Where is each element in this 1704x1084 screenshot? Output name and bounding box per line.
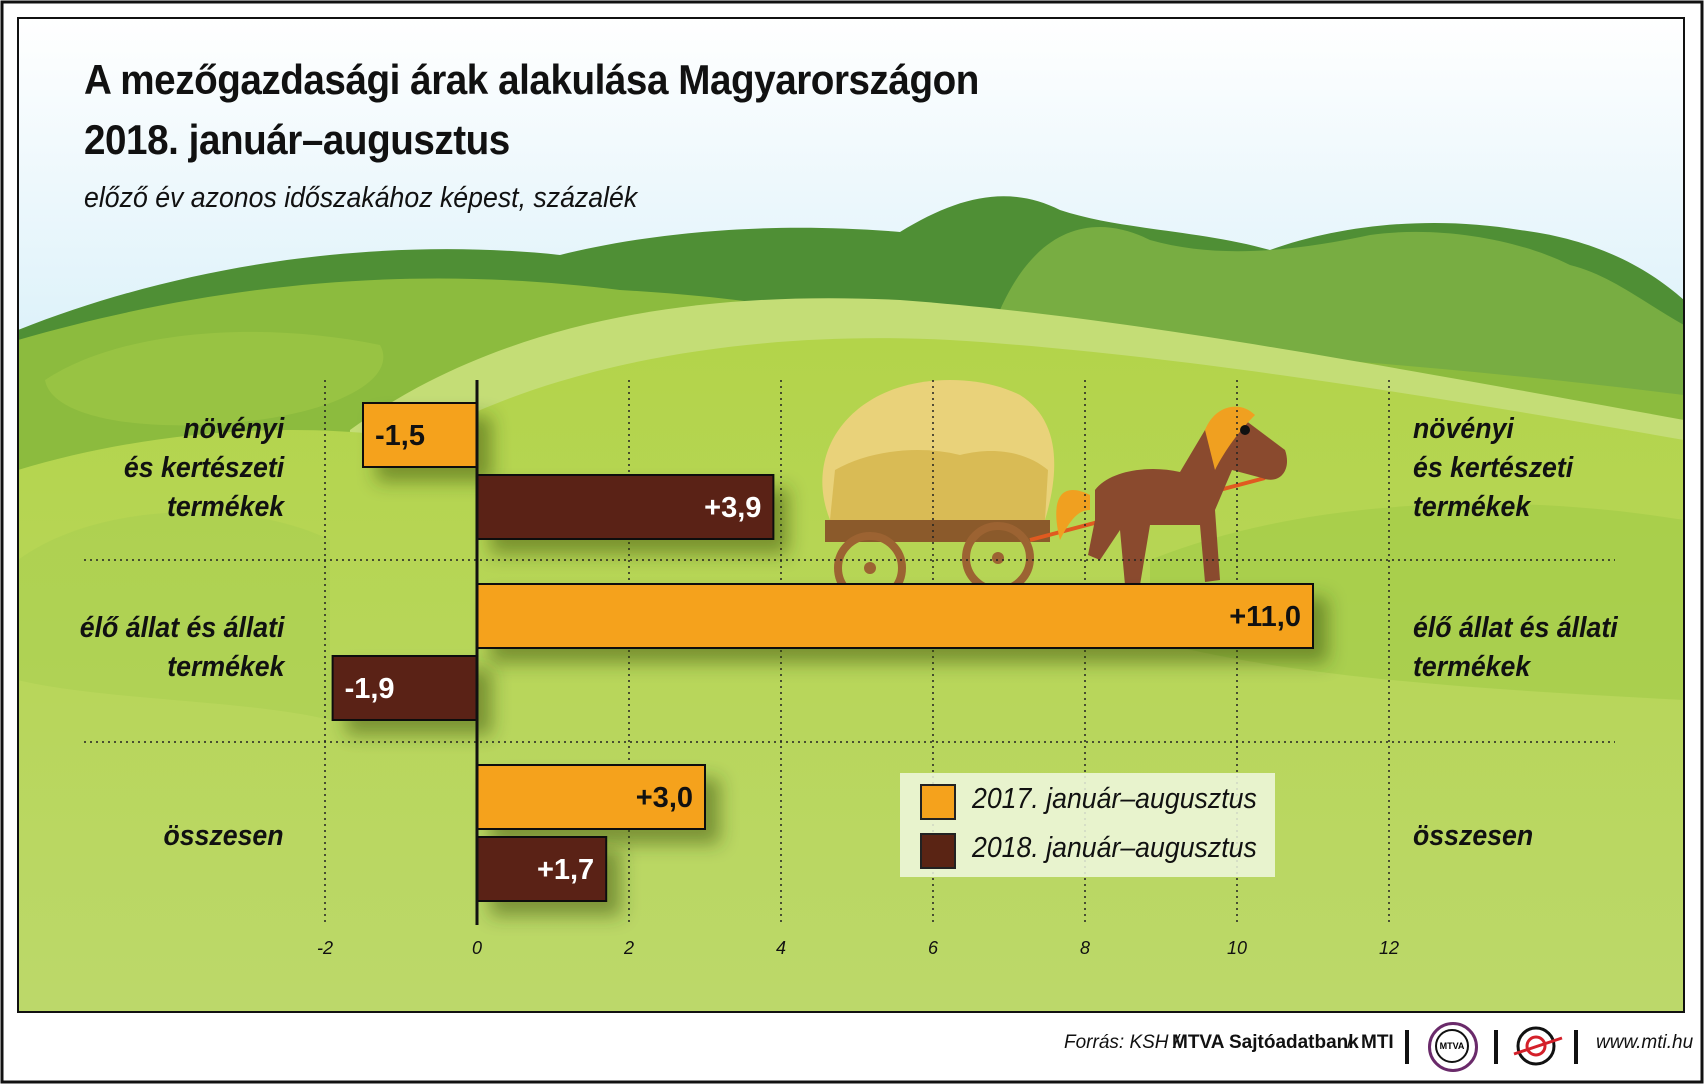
bar-value-labels: -1,5 +11,0 +3,0 +3,9 -1,9 +1,7: [345, 420, 1301, 886]
footer-divider: [1405, 1030, 1409, 1064]
x-tick-label: 10: [1227, 938, 1247, 958]
mtva-logo: MTVA: [1428, 1022, 1478, 1072]
category-label-left-crops: növényi és kertészeti termékek: [123, 413, 284, 523]
x-tick-label: 12: [1379, 938, 1399, 958]
x-tick-label: 4: [776, 938, 786, 958]
x-tick-label: -2: [317, 938, 333, 958]
mti-logo-icon: [1513, 1026, 1563, 1066]
x-tick-label: 0: [472, 938, 482, 958]
legend-label-2017: 2017. január–augusztus: [972, 783, 1257, 815]
footer-source-prefix: Forrás: KSH /: [1064, 1032, 1180, 1053]
x-axis-tick-labels: -2 0 2 4 6 8 10 12: [317, 938, 1399, 958]
bar-value-label: -1,9: [345, 673, 395, 705]
bar-chart: -1,5 +11,0 +3,0 +3,9 -1,9 +1,7 -2 0 2 4 6 8 10 12: [84, 380, 1615, 958]
bar-2018-cat2: [476, 836, 608, 902]
legend: 2017. január–augusztus 2018. január–augu…: [900, 773, 1275, 877]
x-tick-label: 6: [928, 938, 939, 958]
bar-value-label: +3,9: [704, 492, 761, 524]
bar-2018-cat0: [476, 474, 775, 540]
bars: [331, 402, 1314, 902]
bar-value-label: +1,7: [537, 854, 594, 886]
footer-source-bold: MTVA Sajtóadatbank: [1172, 1032, 1359, 1053]
legend-swatch-2018: [920, 833, 956, 869]
bar-value-label: +11,0: [1229, 601, 1301, 633]
bar-2017-cat2: [476, 764, 706, 830]
x-tick-label: 8: [1080, 938, 1090, 958]
bar-2017-cat1: [476, 583, 1314, 649]
category-label-left-livestock: élő állat és állati termékek: [79, 612, 284, 683]
category-label-right-total: összesen: [1413, 820, 1534, 852]
chart-title-line2: 2018. január–augusztus: [84, 116, 510, 163]
category-label-left-total: összesen: [163, 820, 284, 852]
gridlines: [84, 380, 1615, 925]
category-label-right-livestock: élő állat és állati termékek: [1413, 612, 1618, 683]
footer-divider: [1574, 1030, 1578, 1064]
footer-source-mti: MTI: [1361, 1032, 1394, 1053]
footer-divider: [1494, 1030, 1498, 1064]
legend-label-2018: 2018. január–augusztus: [972, 832, 1257, 864]
category-label-right-crops: növényi és kertészeti termékek: [1413, 413, 1574, 523]
x-tick-label: 2: [623, 938, 634, 958]
legend-swatch-2017: [920, 784, 956, 820]
bar-value-label: +3,0: [636, 782, 693, 814]
footer-url: www.mti.hu: [1596, 1032, 1694, 1053]
bar-2018-cat1: [331, 655, 478, 721]
bar-value-label: -1,5: [375, 420, 425, 452]
chart-title-line1: A mezőgazdasági árak alakulása Magyarors…: [84, 56, 979, 103]
chart-subtitle: előző év azonos időszakához képest, száz…: [84, 182, 638, 214]
footer-source-separator: /: [1347, 1032, 1353, 1053]
bar-2017-cat0: [362, 402, 478, 468]
